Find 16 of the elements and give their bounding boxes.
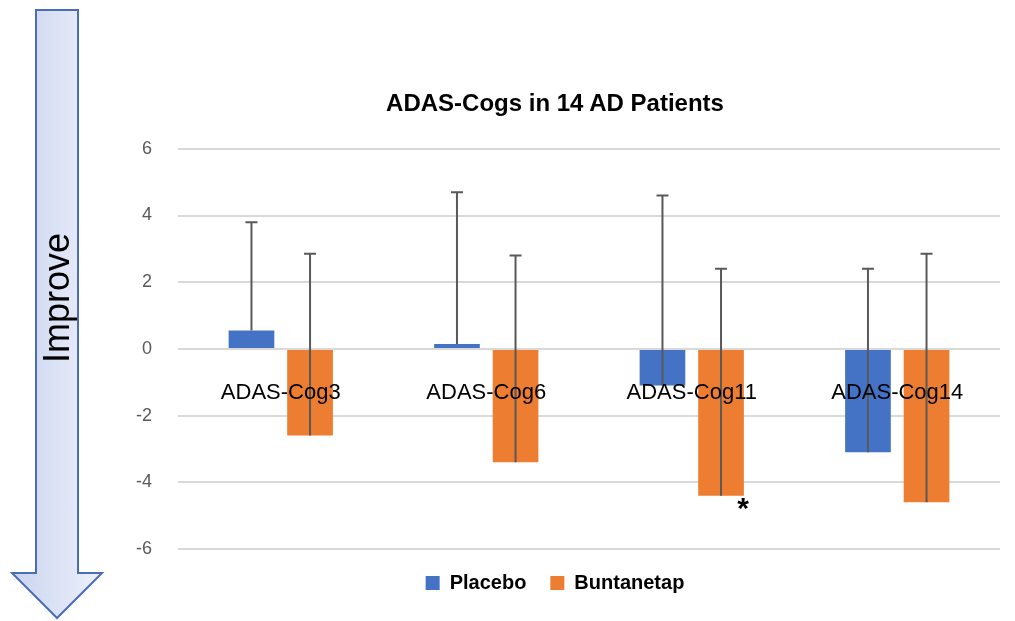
y-tick-label: -2: [135, 404, 152, 425]
y-tick-label: 0: [141, 337, 152, 358]
y-tick-label: -4: [135, 471, 152, 492]
y-tick-label: -6: [135, 537, 152, 558]
legend-label: Placebo: [449, 570, 527, 593]
chart-title: ADAS-Cogs in 14 AD Patients: [386, 89, 724, 117]
x-tick-label: ADAS-Cog14: [831, 378, 964, 404]
y-tick-label: 6: [141, 137, 152, 158]
y-axis-title: Improve: [36, 232, 78, 364]
y-tick-label: 2: [141, 271, 152, 292]
bar: [639, 349, 686, 386]
bar: [228, 330, 275, 348]
annotation: *: [737, 491, 749, 525]
legend-label: Buntanetap: [574, 570, 685, 593]
bar: [434, 343, 480, 348]
y-tick-label: 4: [141, 204, 152, 225]
